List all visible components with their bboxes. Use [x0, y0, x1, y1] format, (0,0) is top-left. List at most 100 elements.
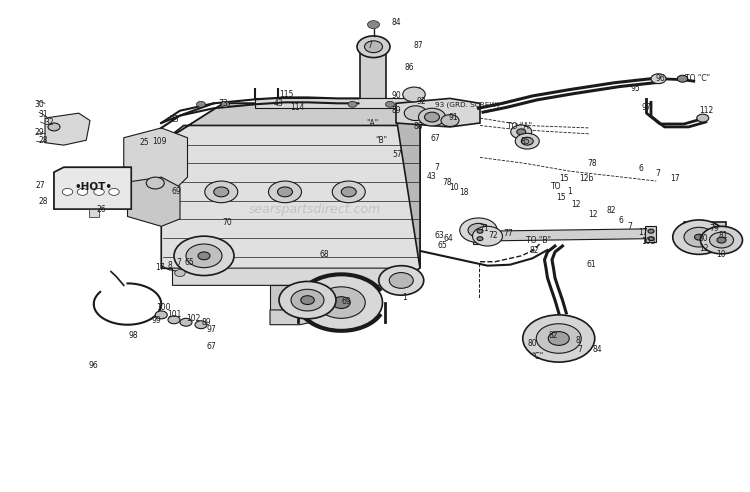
Text: 17: 17	[670, 174, 680, 183]
Text: 7: 7	[628, 222, 632, 231]
Circle shape	[48, 123, 60, 131]
Text: 73: 73	[219, 99, 228, 108]
Circle shape	[468, 223, 489, 237]
Text: 30: 30	[34, 100, 44, 109]
Circle shape	[62, 188, 73, 195]
Circle shape	[684, 227, 714, 247]
Polygon shape	[398, 103, 420, 268]
Polygon shape	[360, 49, 386, 101]
Circle shape	[710, 232, 734, 248]
Circle shape	[279, 281, 336, 319]
Text: 81: 81	[718, 231, 728, 240]
Text: 78: 78	[442, 178, 452, 186]
Text: 84: 84	[592, 345, 602, 354]
Text: 7: 7	[578, 345, 582, 354]
Circle shape	[651, 74, 666, 84]
Text: 15: 15	[556, 193, 566, 202]
Text: 32: 32	[45, 118, 54, 126]
Circle shape	[472, 226, 502, 246]
Polygon shape	[645, 226, 656, 242]
Text: 109: 109	[152, 137, 167, 146]
Text: 64: 64	[444, 234, 453, 243]
Circle shape	[109, 188, 119, 195]
Circle shape	[220, 101, 230, 107]
Circle shape	[155, 311, 167, 319]
Text: 63: 63	[435, 231, 444, 240]
Circle shape	[368, 21, 380, 29]
Text: 57: 57	[393, 151, 402, 159]
Text: 87: 87	[414, 41, 423, 50]
Text: 61: 61	[586, 260, 596, 269]
Circle shape	[180, 318, 192, 326]
Circle shape	[403, 87, 425, 102]
Text: 65: 65	[438, 242, 447, 250]
Text: 31: 31	[39, 110, 48, 119]
Circle shape	[195, 321, 207, 329]
Text: 69: 69	[341, 297, 351, 306]
Text: 72: 72	[488, 231, 497, 240]
Polygon shape	[54, 167, 131, 209]
Text: 43: 43	[426, 172, 436, 181]
Text: 80: 80	[528, 339, 537, 348]
Polygon shape	[270, 310, 345, 325]
Text: 18: 18	[459, 188, 468, 197]
Text: 8: 8	[167, 261, 172, 270]
Text: 7: 7	[176, 258, 181, 267]
Text: 7: 7	[656, 169, 660, 178]
Circle shape	[174, 236, 234, 276]
Circle shape	[364, 41, 382, 53]
Circle shape	[548, 332, 569, 345]
Text: 12: 12	[588, 210, 597, 218]
Text: "B": "B"	[375, 136, 387, 145]
Circle shape	[673, 220, 725, 254]
Text: 82: 82	[530, 246, 538, 255]
Circle shape	[175, 270, 185, 277]
Text: 12: 12	[699, 245, 708, 253]
Circle shape	[404, 106, 427, 121]
Circle shape	[379, 266, 424, 295]
Text: 103: 103	[641, 237, 656, 246]
Text: 89: 89	[202, 318, 211, 327]
Circle shape	[386, 101, 394, 107]
Text: "C": "C"	[531, 352, 543, 361]
Circle shape	[332, 181, 365, 203]
Text: 95: 95	[630, 84, 640, 93]
Text: 17: 17	[155, 263, 164, 272]
Text: 10: 10	[450, 184, 459, 192]
Text: 85: 85	[520, 137, 530, 146]
Text: 79: 79	[710, 224, 718, 233]
Polygon shape	[255, 98, 420, 108]
Text: 67: 67	[430, 134, 440, 143]
Text: 7: 7	[368, 41, 372, 50]
Circle shape	[317, 287, 365, 318]
Text: 65: 65	[184, 258, 194, 267]
Text: 26: 26	[97, 205, 106, 214]
Circle shape	[694, 234, 703, 240]
Polygon shape	[161, 103, 420, 143]
Circle shape	[348, 101, 357, 107]
Text: 86: 86	[405, 63, 414, 72]
Polygon shape	[54, 167, 131, 209]
Circle shape	[460, 218, 497, 243]
Text: 98: 98	[129, 331, 138, 340]
Circle shape	[301, 296, 314, 305]
Text: 12: 12	[572, 200, 580, 209]
Polygon shape	[161, 103, 420, 280]
Text: 68: 68	[320, 250, 328, 259]
Circle shape	[477, 229, 483, 233]
Circle shape	[648, 237, 654, 241]
Circle shape	[511, 125, 532, 139]
Circle shape	[424, 112, 439, 122]
Text: 71: 71	[479, 224, 488, 233]
Text: 88: 88	[414, 123, 423, 131]
Circle shape	[477, 237, 483, 241]
Polygon shape	[684, 222, 726, 251]
Polygon shape	[128, 177, 180, 226]
Text: 93 (GRD. SCREW): 93 (GRD. SCREW)	[435, 101, 500, 108]
Text: 96: 96	[656, 74, 666, 83]
Text: 78: 78	[588, 159, 597, 168]
Circle shape	[357, 36, 390, 58]
Text: "A": "A"	[366, 120, 378, 128]
Text: 97: 97	[206, 325, 216, 334]
Text: 77: 77	[504, 229, 513, 238]
